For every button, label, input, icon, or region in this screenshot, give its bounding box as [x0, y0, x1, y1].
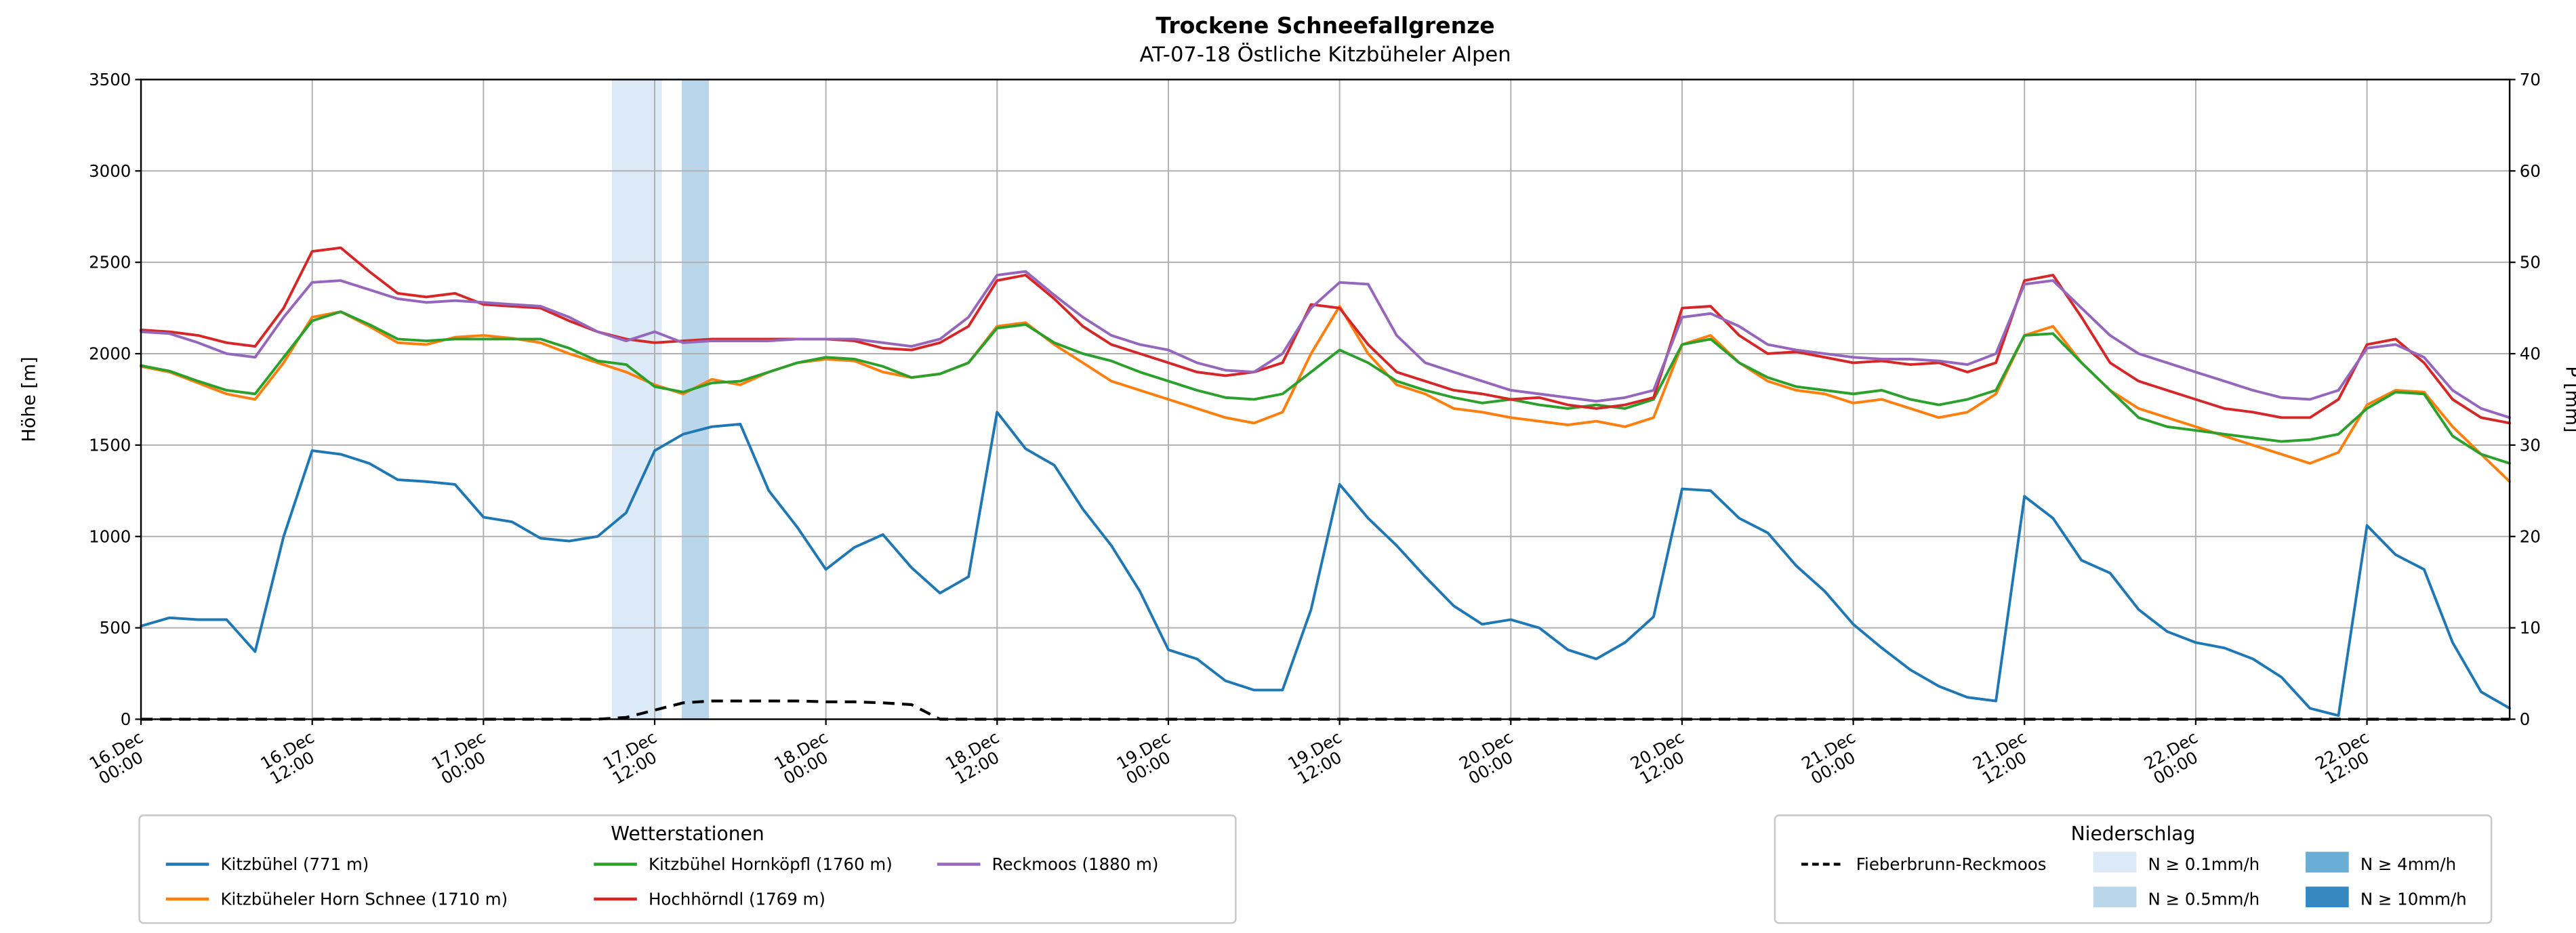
- legend-patch-swatch: [2093, 852, 2137, 873]
- series-layer: [140, 246, 2512, 718]
- legend-item-label: N ≥ 0.1mm/h: [2148, 854, 2260, 874]
- legend-item: N ≥ 4mm/h: [2306, 852, 2456, 874]
- precip-dashed-line: [141, 699, 2510, 721]
- y-tick-label-left: 1500: [89, 435, 131, 455]
- series-line: [140, 305, 2512, 483]
- legend-item: N ≥ 10mm/h: [2306, 886, 2467, 909]
- precip-line-layer: [141, 699, 2510, 721]
- y-tick-label-right: 60: [2520, 161, 2541, 181]
- series-line: [140, 246, 2512, 425]
- y-tick-label-left: 3000: [89, 161, 131, 181]
- legend-item: Hochhörndl (1769 m): [594, 889, 825, 909]
- x-tick-label: 17.Dec12:00: [600, 727, 669, 788]
- plot-border: [140, 79, 2511, 720]
- legend-item-label: Hochhörndl (1769 m): [649, 889, 825, 909]
- precip-bands-layer: [611, 79, 710, 720]
- plot-frame: [140, 79, 2511, 720]
- legend-item: Fieberbrunn-Reckmoos: [1801, 854, 2047, 874]
- legend-item: Kitzbühel Hornköpfl (1760 m): [594, 854, 893, 874]
- legend-item-label: Kitzbüheler Horn Schnee (1710 m): [221, 889, 508, 909]
- x-tick-label: 19.Dec12:00: [1284, 727, 1353, 788]
- y-tick-label-left: 1000: [89, 526, 131, 546]
- series-line: [140, 270, 2512, 419]
- y-tick-label-left: 2000: [89, 344, 131, 364]
- y-tick-label-right: 0: [2520, 709, 2531, 729]
- legend-item-label: N ≥ 4mm/h: [2360, 854, 2456, 874]
- legend-item-label: N ≥ 0.5mm/h: [2148, 889, 2260, 909]
- legend-item: Kitzbühel (771 m): [165, 854, 369, 874]
- x-tick-label: 18.Dec00:00: [771, 727, 840, 788]
- legend-item-label: Fieberbrunn-Reckmoos: [1856, 854, 2047, 874]
- legend-item: N ≥ 0.5mm/h: [2093, 886, 2260, 909]
- chart-title: Trockene Schneefallgrenze: [1156, 12, 1494, 39]
- legend-item-label: Reckmoos (1880 m): [992, 854, 1159, 874]
- legend-item-label: N ≥ 10mm/h: [2360, 889, 2467, 909]
- y-axis-label-right: P [mm]: [2561, 366, 2576, 432]
- y-tick-label-right: 40: [2520, 344, 2541, 364]
- y-axis-label-left: Höhe [m]: [18, 356, 39, 442]
- axes-layer: 0 500 1000 1500 2000 2500 3000 3500 0 10 20 30 40 50 6…: [86, 70, 2541, 788]
- legend-stations-items: Kitzbühel (771 m) Kitzbüheler Horn Schnee…: [165, 854, 1159, 909]
- legend-item: Kitzbüheler Horn Schnee (1710 m): [165, 889, 508, 909]
- x-tick-label: 21.Dec00:00: [1798, 727, 1867, 788]
- legend-patch-swatch: [2306, 886, 2349, 908]
- x-tick-label: 19.Dec00:00: [1113, 727, 1183, 788]
- precip-band: [682, 79, 710, 720]
- y-tick-label-right: 30: [2520, 435, 2541, 455]
- legend-precip-title: Niederschlag: [2071, 823, 2196, 845]
- legend-item: Reckmoos (1880 m): [937, 854, 1159, 874]
- legend-item: N ≥ 0.1mm/h: [2093, 852, 2260, 874]
- precip-band: [611, 79, 662, 720]
- y-tick-label-left: 500: [100, 618, 131, 638]
- x-tick-label: 16.Dec12:00: [257, 727, 326, 788]
- chart-subtitle: AT-07-18 Östliche Kitzbüheler Alpen: [1140, 42, 1511, 67]
- legend-patch-swatch: [2306, 852, 2349, 873]
- legend-item-label: Kitzbühel Hornköpfl (1760 m): [649, 854, 893, 874]
- series-line: [140, 310, 2512, 465]
- y-tick-label-left: 0: [121, 709, 131, 729]
- legend-stations: Wetterstationen Kitzbühel (771 m)Kitzbüh…: [138, 814, 1237, 924]
- x-tick-label: 17.Dec00:00: [428, 727, 497, 788]
- y-tick-label-right: 50: [2520, 253, 2541, 272]
- legend-stations-box: [138, 814, 1237, 924]
- y-tick-label-left: 2500: [89, 253, 131, 272]
- x-tick-label: 16.Dec00:00: [86, 727, 155, 788]
- series-line: [140, 411, 2512, 718]
- x-tick-label: 22.Dec12:00: [2312, 727, 2381, 788]
- x-tick-label: 22.Dec00:00: [2141, 727, 2210, 788]
- x-tick-label: 18.Dec12:00: [942, 727, 1011, 788]
- y-tick-label-right: 20: [2520, 526, 2541, 546]
- legend-precip-items: Fieberbrunn-Reckmoos N ≥ 0.1mm/h N ≥ 0.5mm…: [1801, 852, 2467, 909]
- legend-patch-swatch: [2093, 886, 2137, 908]
- legend-item-label: Kitzbühel (771 m): [221, 854, 369, 874]
- x-tick-label: 21.Dec12:00: [1969, 727, 2039, 788]
- y-tick-label-right: 10: [2520, 618, 2541, 638]
- legend-stations-title: Wetterstationen: [611, 823, 764, 845]
- x-tick-label: 20.Dec00:00: [1456, 727, 1525, 788]
- y-tick-label-right: 70: [2520, 70, 2541, 89]
- legend-precip: Niederschlag Fieberbrunn-Reckmoos N ≥ 0.1…: [1774, 814, 2493, 924]
- x-tick-label: 20.Dec12:00: [1627, 727, 1696, 788]
- y-tick-label-left: 3500: [89, 70, 131, 89]
